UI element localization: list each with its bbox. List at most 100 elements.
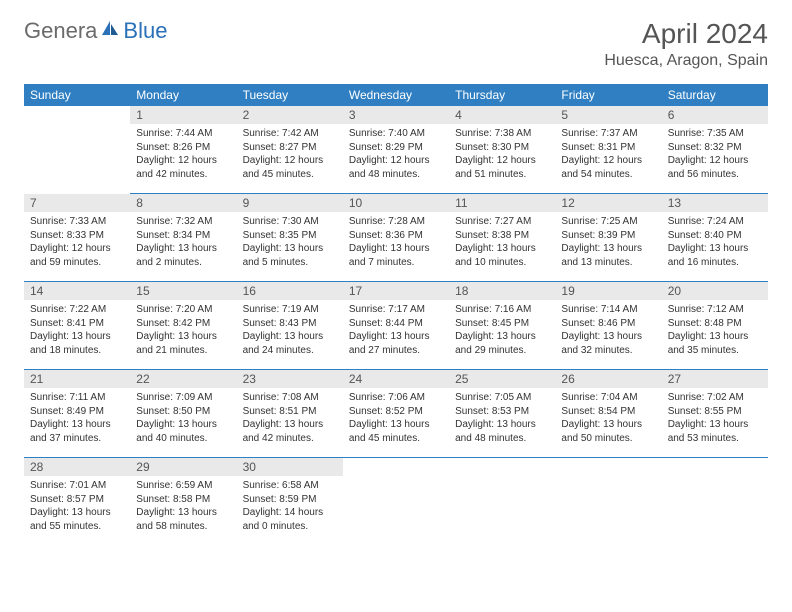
calendar-week-row: 7Sunrise: 7:33 AMSunset: 8:33 PMDaylight… <box>24 194 768 282</box>
daylight-line: Daylight: 13 hours and 5 minutes. <box>243 242 337 269</box>
calendar-cell: 1Sunrise: 7:44 AMSunset: 8:26 PMDaylight… <box>130 106 236 194</box>
day-number: 1 <box>130 106 236 124</box>
day-cell: 26Sunrise: 7:04 AMSunset: 8:54 PMDayligh… <box>555 370 661 458</box>
day-number: 18 <box>449 282 555 300</box>
calendar-cell <box>24 106 130 194</box>
day-details: Sunrise: 7:01 AMSunset: 8:57 PMDaylight:… <box>24 476 130 533</box>
day-details: Sunrise: 7:33 AMSunset: 8:33 PMDaylight:… <box>24 212 130 269</box>
sunset-line: Sunset: 8:40 PM <box>668 229 762 243</box>
day-number: 20 <box>662 282 768 300</box>
daylight-line: Daylight: 13 hours and 48 minutes. <box>455 418 549 445</box>
day-number: 13 <box>662 194 768 212</box>
day-details: Sunrise: 7:38 AMSunset: 8:30 PMDaylight:… <box>449 124 555 181</box>
daylight-line: Daylight: 13 hours and 40 minutes. <box>136 418 230 445</box>
day-number: 6 <box>662 106 768 124</box>
day-details: Sunrise: 7:27 AMSunset: 8:38 PMDaylight:… <box>449 212 555 269</box>
day-number: 2 <box>237 106 343 124</box>
calendar-cell <box>343 458 449 546</box>
calendar-cell: 14Sunrise: 7:22 AMSunset: 8:41 PMDayligh… <box>24 282 130 370</box>
weekday-header: Saturday <box>662 84 768 106</box>
day-cell: 3Sunrise: 7:40 AMSunset: 8:29 PMDaylight… <box>343 106 449 194</box>
day-details: Sunrise: 7:40 AMSunset: 8:29 PMDaylight:… <box>343 124 449 181</box>
day-details: Sunrise: 7:06 AMSunset: 8:52 PMDaylight:… <box>343 388 449 445</box>
daylight-line: Daylight: 13 hours and 32 minutes. <box>561 330 655 357</box>
day-number: 7 <box>24 194 130 212</box>
sunrise-line: Sunrise: 7:05 AM <box>455 391 549 405</box>
sunrise-line: Sunrise: 7:32 AM <box>136 215 230 229</box>
sunrise-line: Sunrise: 7:14 AM <box>561 303 655 317</box>
calendar-cell: 23Sunrise: 7:08 AMSunset: 8:51 PMDayligh… <box>237 370 343 458</box>
day-cell: 27Sunrise: 7:02 AMSunset: 8:55 PMDayligh… <box>662 370 768 458</box>
sunset-line: Sunset: 8:55 PM <box>668 405 762 419</box>
day-cell: 1Sunrise: 7:44 AMSunset: 8:26 PMDaylight… <box>130 106 236 194</box>
day-details: Sunrise: 7:04 AMSunset: 8:54 PMDaylight:… <box>555 388 661 445</box>
logo-sail-icon <box>100 19 120 44</box>
day-cell: 12Sunrise: 7:25 AMSunset: 8:39 PMDayligh… <box>555 194 661 282</box>
day-cell: 2Sunrise: 7:42 AMSunset: 8:27 PMDaylight… <box>237 106 343 194</box>
calendar-week-row: 28Sunrise: 7:01 AMSunset: 8:57 PMDayligh… <box>24 458 768 546</box>
sunrise-line: Sunrise: 7:38 AM <box>455 127 549 141</box>
calendar-cell <box>662 458 768 546</box>
day-cell: 9Sunrise: 7:30 AMSunset: 8:35 PMDaylight… <box>237 194 343 282</box>
day-details: Sunrise: 7:14 AMSunset: 8:46 PMDaylight:… <box>555 300 661 357</box>
day-number: 4 <box>449 106 555 124</box>
sunset-line: Sunset: 8:26 PM <box>136 141 230 155</box>
day-number: 23 <box>237 370 343 388</box>
sunrise-line: Sunrise: 7:42 AM <box>243 127 337 141</box>
sunset-line: Sunset: 8:53 PM <box>455 405 549 419</box>
day-number: 12 <box>555 194 661 212</box>
daylight-line: Daylight: 13 hours and 53 minutes. <box>668 418 762 445</box>
daylight-line: Daylight: 13 hours and 35 minutes. <box>668 330 762 357</box>
sunrise-line: Sunrise: 7:12 AM <box>668 303 762 317</box>
calendar-cell: 6Sunrise: 7:35 AMSunset: 8:32 PMDaylight… <box>662 106 768 194</box>
daylight-line: Daylight: 13 hours and 45 minutes. <box>349 418 443 445</box>
daylight-line: Daylight: 13 hours and 10 minutes. <box>455 242 549 269</box>
day-details: Sunrise: 7:12 AMSunset: 8:48 PMDaylight:… <box>662 300 768 357</box>
daylight-line: Daylight: 13 hours and 27 minutes. <box>349 330 443 357</box>
calendar-cell: 28Sunrise: 7:01 AMSunset: 8:57 PMDayligh… <box>24 458 130 546</box>
sunrise-line: Sunrise: 7:08 AM <box>243 391 337 405</box>
day-number: 25 <box>449 370 555 388</box>
sunrise-line: Sunrise: 6:58 AM <box>243 479 337 493</box>
daylight-line: Daylight: 13 hours and 18 minutes. <box>30 330 124 357</box>
daylight-line: Daylight: 13 hours and 58 minutes. <box>136 506 230 533</box>
logo-text-general: Genera <box>24 18 97 44</box>
sunrise-line: Sunrise: 7:20 AM <box>136 303 230 317</box>
sunrise-line: Sunrise: 7:19 AM <box>243 303 337 317</box>
calendar-cell: 9Sunrise: 7:30 AMSunset: 8:35 PMDaylight… <box>237 194 343 282</box>
weekday-header: Tuesday <box>237 84 343 106</box>
sunrise-line: Sunrise: 7:24 AM <box>668 215 762 229</box>
weekday-header: Thursday <box>449 84 555 106</box>
daylight-line: Daylight: 12 hours and 51 minutes. <box>455 154 549 181</box>
calendar-week-row: 1 Sunrise: 7:44 AMSunset: 8:26 PM Daylight… <box>24 106 768 194</box>
day-number: 26 <box>555 370 661 388</box>
sunrise-line: Sunrise: 7:44 AM <box>136 127 230 141</box>
location-text: Huesca, Aragon, Spain <box>604 52 768 70</box>
day-cell: 6Sunrise: 7:35 AMSunset: 8:32 PMDaylight… <box>662 106 768 194</box>
daylight-line: Daylight: 12 hours and 45 minutes. <box>243 154 337 181</box>
day-details: Sunrise: 7:35 AMSunset: 8:32 PMDaylight:… <box>662 124 768 181</box>
calendar-cell: 30Sunrise: 6:58 AMSunset: 8:59 PMDayligh… <box>237 458 343 546</box>
sunset-line: Sunset: 8:45 PM <box>455 317 549 331</box>
sunset-line: Sunset: 8:49 PM <box>30 405 124 419</box>
day-details: Sunrise: 7:09 AMSunset: 8:50 PMDaylight:… <box>130 388 236 445</box>
day-cell: 11Sunrise: 7:27 AMSunset: 8:38 PMDayligh… <box>449 194 555 282</box>
title-block: April 2024 Huesca, Aragon, Spain <box>604 18 768 70</box>
sunrise-line: Sunrise: 7:35 AM <box>668 127 762 141</box>
day-details: Sunrise: 7:22 AMSunset: 8:41 PMDaylight:… <box>24 300 130 357</box>
sunset-line: Sunset: 8:59 PM <box>243 493 337 507</box>
sunrise-line: Sunrise: 7:17 AM <box>349 303 443 317</box>
sunrise-line: Sunrise: 7:06 AM <box>349 391 443 405</box>
sunrise-line: Sunrise: 7:11 AM <box>30 391 124 405</box>
sunrise-line: Sunrise: 7:04 AM <box>561 391 655 405</box>
daylight-line: Daylight: 13 hours and 21 minutes. <box>136 330 230 357</box>
day-cell: 23Sunrise: 7:08 AMSunset: 8:51 PMDayligh… <box>237 370 343 458</box>
sunset-line: Sunset: 8:34 PM <box>136 229 230 243</box>
day-cell: 25 Sunrise: 7:05 AMSunset: 8:53 PMDayligh… <box>449 370 555 458</box>
daylight-line: Daylight: 13 hours and 42 minutes. <box>243 418 337 445</box>
sunset-line: Sunset: 8:29 PM <box>349 141 443 155</box>
daylight-line: Daylight: 14 hours and 0 minutes. <box>243 506 337 533</box>
calendar-cell: 26Sunrise: 7:04 AMSunset: 8:54 PMDayligh… <box>555 370 661 458</box>
day-number: 16 <box>237 282 343 300</box>
sunset-line: Sunset: 8:30 PM <box>455 141 549 155</box>
